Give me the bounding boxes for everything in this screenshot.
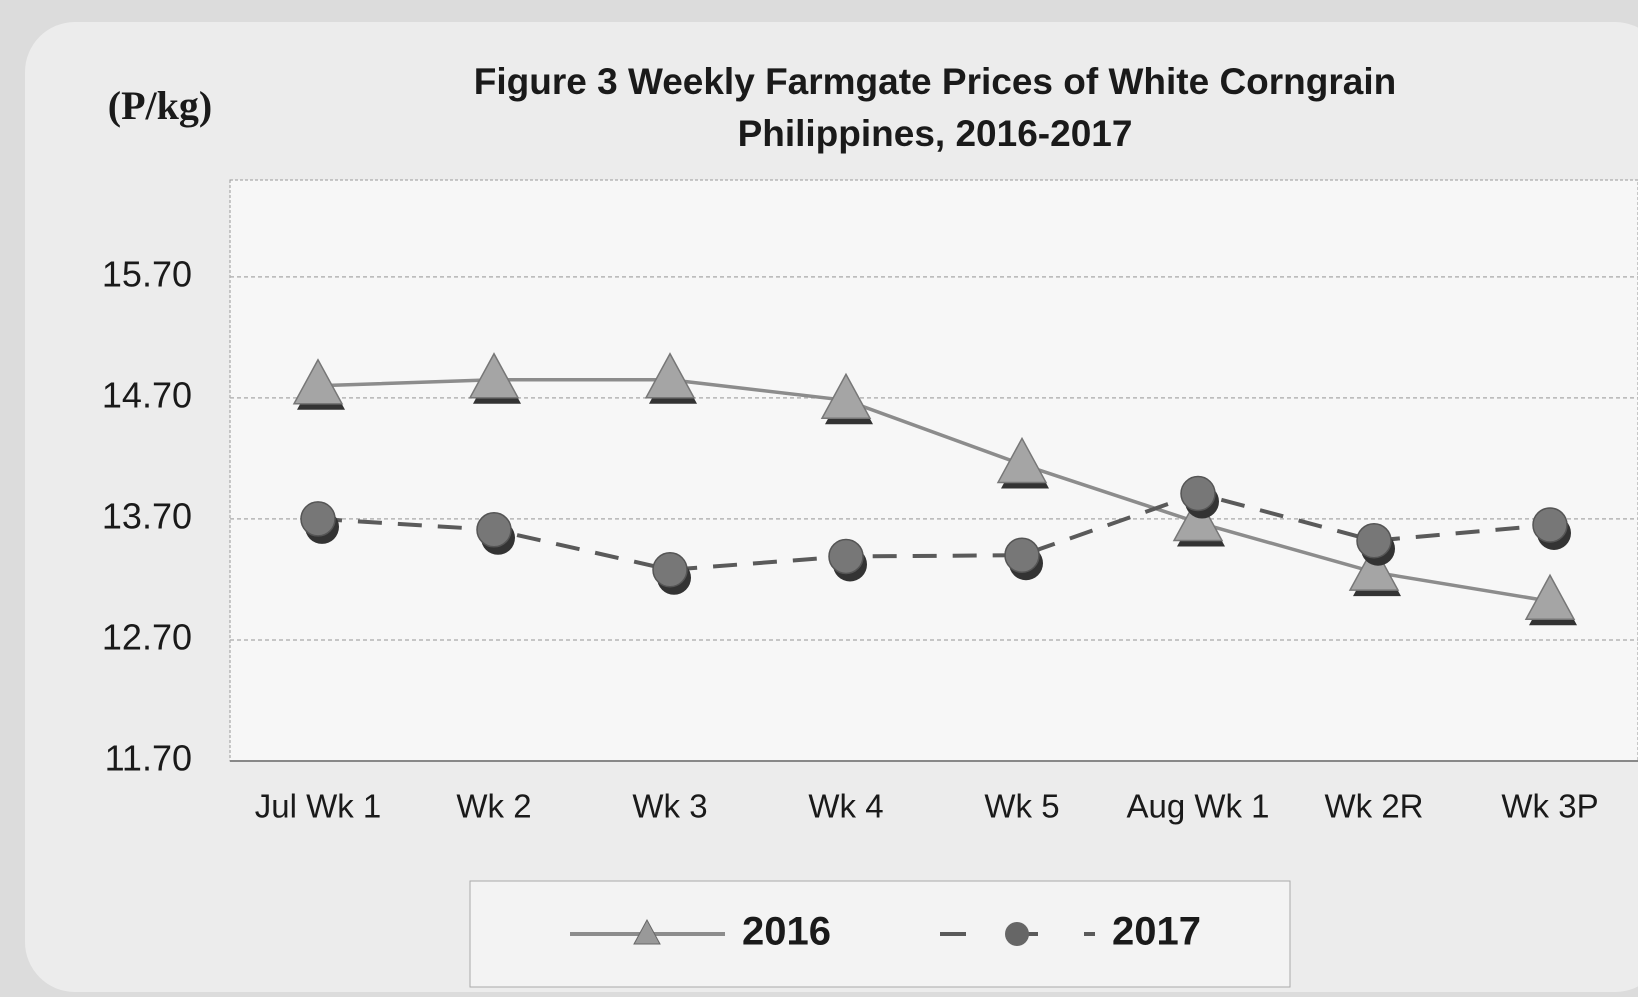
marker bbox=[1356, 522, 1392, 559]
x-tick-label: Wk 2R bbox=[1325, 788, 1424, 825]
marker bbox=[1524, 573, 1576, 620]
marker bbox=[644, 352, 696, 399]
marker bbox=[1180, 475, 1216, 512]
marker bbox=[1348, 544, 1400, 591]
marker bbox=[820, 372, 872, 420]
x-tick-label: Wk 3 bbox=[632, 788, 707, 825]
marker bbox=[828, 538, 864, 575]
y-tick-label: 12.70 bbox=[102, 616, 192, 657]
marker bbox=[1172, 494, 1224, 542]
x-tick-label: Jul Wk 1 bbox=[255, 788, 382, 825]
chart-title: Figure 3 Weekly Farmgate Prices of White… bbox=[474, 61, 1397, 102]
x-tick-label: Wk 4 bbox=[808, 788, 883, 825]
marker bbox=[300, 501, 336, 537]
x-tick-label: Wk 5 bbox=[984, 788, 1059, 825]
x-tick-label: Wk 2 bbox=[456, 788, 531, 825]
x-tick-label: Aug Wk 1 bbox=[1126, 788, 1269, 825]
legend-label: 2017 bbox=[1112, 910, 1201, 954]
y-tick-label: 14.70 bbox=[102, 374, 192, 415]
y-tick-label: 13.70 bbox=[102, 495, 192, 536]
marker bbox=[996, 436, 1048, 484]
marker bbox=[468, 352, 520, 399]
marker bbox=[476, 512, 512, 548]
y-tick-label: 11.70 bbox=[105, 738, 192, 779]
x-tick-label: Wk 3P bbox=[1501, 788, 1598, 825]
series bbox=[292, 352, 1577, 626]
y-axis-label: (P/kg) bbox=[108, 83, 212, 128]
marker bbox=[1532, 507, 1568, 543]
marker bbox=[1004, 537, 1040, 573]
marker bbox=[292, 358, 344, 405]
legend-marker bbox=[633, 918, 661, 945]
legend-label: 2016 bbox=[742, 910, 831, 954]
series-line bbox=[317, 491, 1551, 572]
series bbox=[300, 475, 1571, 595]
plot-area bbox=[229, 179, 1638, 762]
y-tick-label: 15.70 bbox=[102, 253, 192, 294]
chart-subtitle: Philippines, 2016-2017 bbox=[738, 113, 1133, 154]
marker bbox=[652, 552, 688, 588]
series-line bbox=[317, 377, 1551, 603]
legend-marker bbox=[1005, 922, 1029, 946]
